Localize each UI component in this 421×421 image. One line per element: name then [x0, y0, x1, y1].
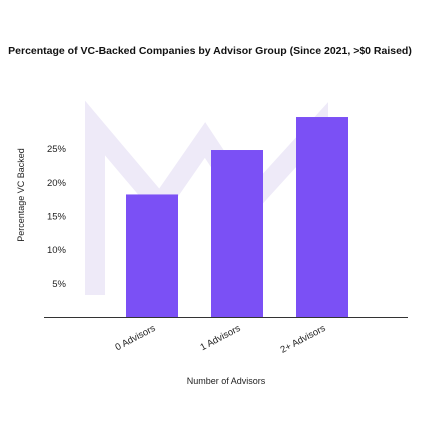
y-axis-label: Percentage VC Backed: [16, 148, 26, 242]
y-tick-label: 10%: [47, 245, 67, 256]
x-ticks-group: 0 Advisors 1 Advisors 2+ Advisors: [114, 323, 328, 356]
x-axis-label: Number of Advisors: [187, 376, 266, 386]
chart-title: Percentage of VC-Backed Companies by Adv…: [8, 45, 412, 57]
y-ticks-group: 5% 10% 15% 20% 25%: [47, 144, 67, 290]
x-tick-label: 2+ Advisors: [279, 323, 328, 356]
bar-2: [296, 117, 348, 318]
bars-group: [126, 117, 348, 318]
bar-0: [126, 194, 178, 317]
x-tick-label: 0 Advisors: [114, 323, 158, 353]
y-tick-label: 15%: [47, 212, 67, 223]
y-tick-label: 20%: [47, 178, 67, 189]
x-tick-label: 1 Advisors: [199, 323, 243, 353]
bar-1: [211, 150, 263, 317]
y-tick-label: 25%: [47, 144, 67, 155]
y-tick-label: 5%: [52, 279, 66, 290]
